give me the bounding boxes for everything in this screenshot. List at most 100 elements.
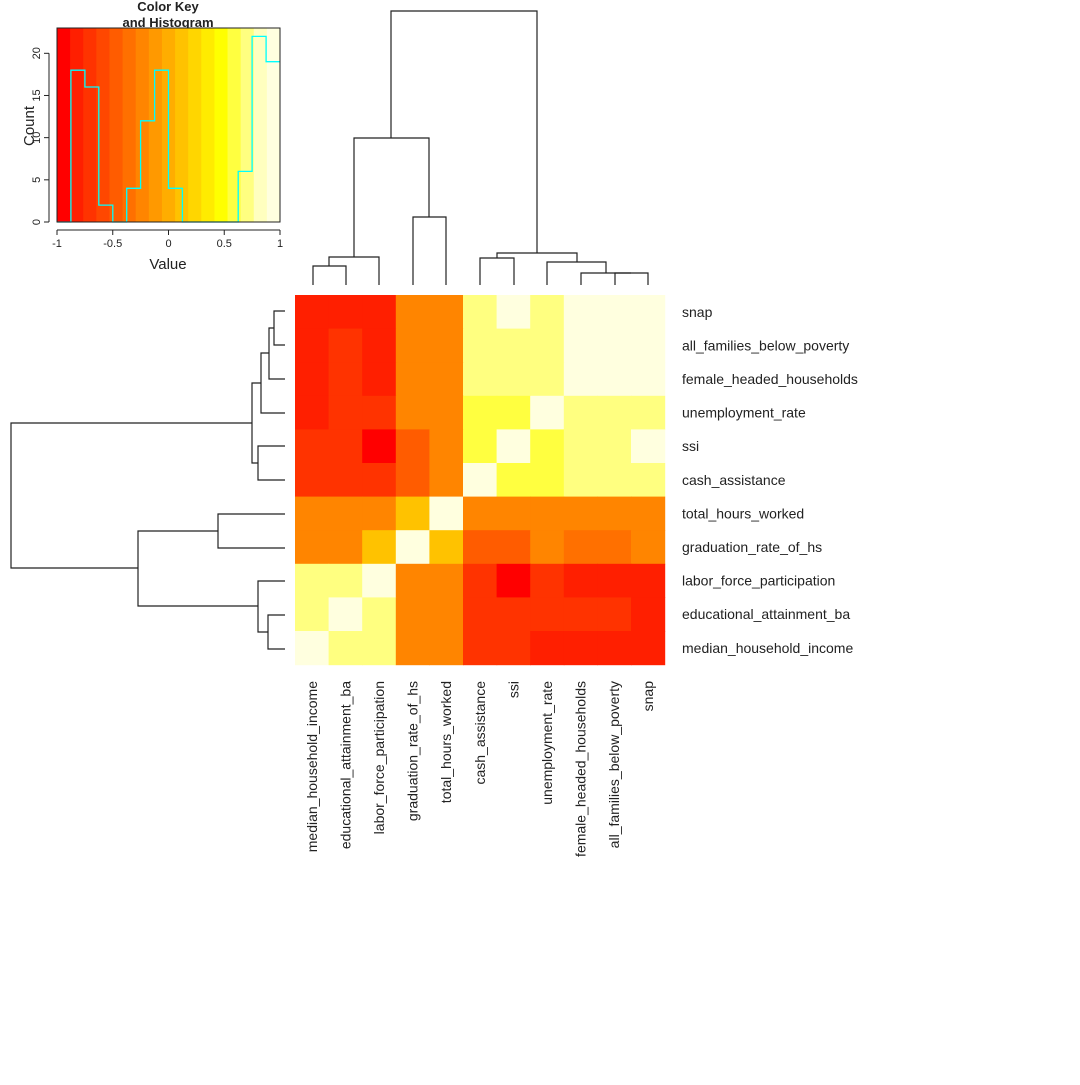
heatmap-cell [429, 328, 464, 363]
heatmap-cell [395, 362, 430, 397]
heatmap-cell [597, 463, 632, 498]
heatmap-cell [463, 328, 498, 363]
column-label: total_hours_worked [438, 681, 454, 803]
row-dendro-link [257, 445, 285, 481]
column-label: snap [640, 681, 656, 712]
heatmap-cell [429, 429, 464, 464]
heatmap-cell [328, 295, 363, 330]
row-label: labor_force_participation [682, 573, 835, 589]
color-key-band [122, 28, 137, 222]
color-key-band [214, 28, 229, 222]
heatmap-cell [530, 631, 565, 666]
heatmap-cell [295, 429, 330, 464]
heatmap-cell [362, 295, 397, 330]
color-key-ylabel: Count [21, 105, 38, 146]
heatmap-cell [631, 530, 666, 565]
heatmap-cell [597, 328, 632, 363]
heatmap-cell [563, 496, 598, 531]
heatmap-cell [631, 597, 666, 632]
heatmap-cell [463, 530, 498, 565]
heatmap-cell [496, 395, 531, 430]
column-labels: median_household_income educational_attai… [304, 681, 656, 857]
row-dendro-link [257, 580, 285, 633]
heatmap-cell [362, 395, 397, 430]
heatmap-cell [597, 429, 632, 464]
color-key-band [109, 28, 124, 222]
heatmap-cell [597, 631, 632, 666]
heatmap-cell [362, 530, 397, 565]
column-label: cash_assistance [472, 681, 488, 785]
heatmap-cell [395, 597, 430, 632]
histogram-line [57, 35, 280, 223]
color-key-band [96, 28, 110, 222]
heatmap-cell [530, 563, 565, 598]
heatmap-cell [496, 597, 531, 632]
row-label: unemployment_rate [682, 405, 806, 421]
heatmap-cell [395, 463, 430, 498]
column-dendrogram [312, 10, 649, 285]
col-dendro-link [353, 137, 430, 257]
row-dendro-link [217, 513, 285, 549]
heatmap-cell [429, 496, 464, 531]
row-label: median_household_income [682, 640, 853, 656]
heatmap-cell [563, 362, 598, 397]
x-tick-label: 0 [165, 238, 171, 250]
heatmap-cell [496, 563, 531, 598]
heatmap-cell [530, 395, 565, 430]
heatmap-cell [530, 295, 565, 330]
color-key: Color Key and Histogram -1 -0.5 0 0.5 105101… [21, 0, 283, 273]
color-key-bands [57, 28, 281, 222]
color-key-histogram [57, 35, 280, 223]
column-label: educational_attainment_ba [337, 681, 353, 849]
heatmap-cell [295, 328, 330, 363]
heatmap-cell [429, 295, 464, 330]
heatmap-cell [295, 362, 330, 397]
heatmap-cell [395, 328, 430, 363]
heatmap-cell [463, 496, 498, 531]
row-dendro-link [268, 327, 285, 380]
heatmap-cell [631, 463, 666, 498]
heatmap-cells [295, 295, 666, 666]
row-label: cash_assistance [682, 472, 786, 488]
heatmap-cell [563, 530, 598, 565]
heatmap-cell [429, 631, 464, 666]
heatmap-cell [631, 295, 666, 330]
row-label: female_headed_households [682, 371, 858, 387]
y-tick-label: 10 [31, 132, 43, 144]
column-label: median_household_income [304, 681, 320, 852]
col-dendro-link [580, 272, 631, 285]
color-key-band [266, 28, 281, 222]
heatmap-cell [463, 295, 498, 330]
heatmap-cell [395, 563, 430, 598]
heatmap-cell [395, 395, 430, 430]
x-tick-label: -1 [52, 238, 62, 250]
column-label: labor_force_participation [371, 681, 387, 834]
heatmap-cell [328, 563, 363, 598]
heatmap-cell [631, 429, 666, 464]
heatmap-cell [295, 295, 330, 330]
heatmap-cell [563, 295, 598, 330]
heatmap-cell [563, 597, 598, 632]
heatmap-cell [463, 395, 498, 430]
color-key-band [57, 28, 71, 222]
column-label: female_headed_households [573, 681, 589, 857]
col-dendro-link [312, 265, 347, 285]
heatmap-cell [362, 463, 397, 498]
row-label: graduation_rate_of_hs [682, 539, 822, 555]
heatmap-cell [395, 631, 430, 666]
heatmap-cell [429, 563, 464, 598]
heatmap-cell [496, 429, 531, 464]
heatmap-cell [295, 463, 330, 498]
heatmap-cell [328, 328, 363, 363]
row-dendro-link [137, 530, 258, 607]
heatmap-cell [295, 530, 330, 565]
heatmap-cell [362, 362, 397, 397]
heatmap-cell [295, 631, 330, 666]
x-tick-label: -0.5 [103, 238, 122, 250]
col-dendro-link [614, 272, 649, 285]
heatmap-cell [463, 463, 498, 498]
row-label: total_hours_worked [682, 505, 804, 521]
heatmap-cell [362, 429, 397, 464]
